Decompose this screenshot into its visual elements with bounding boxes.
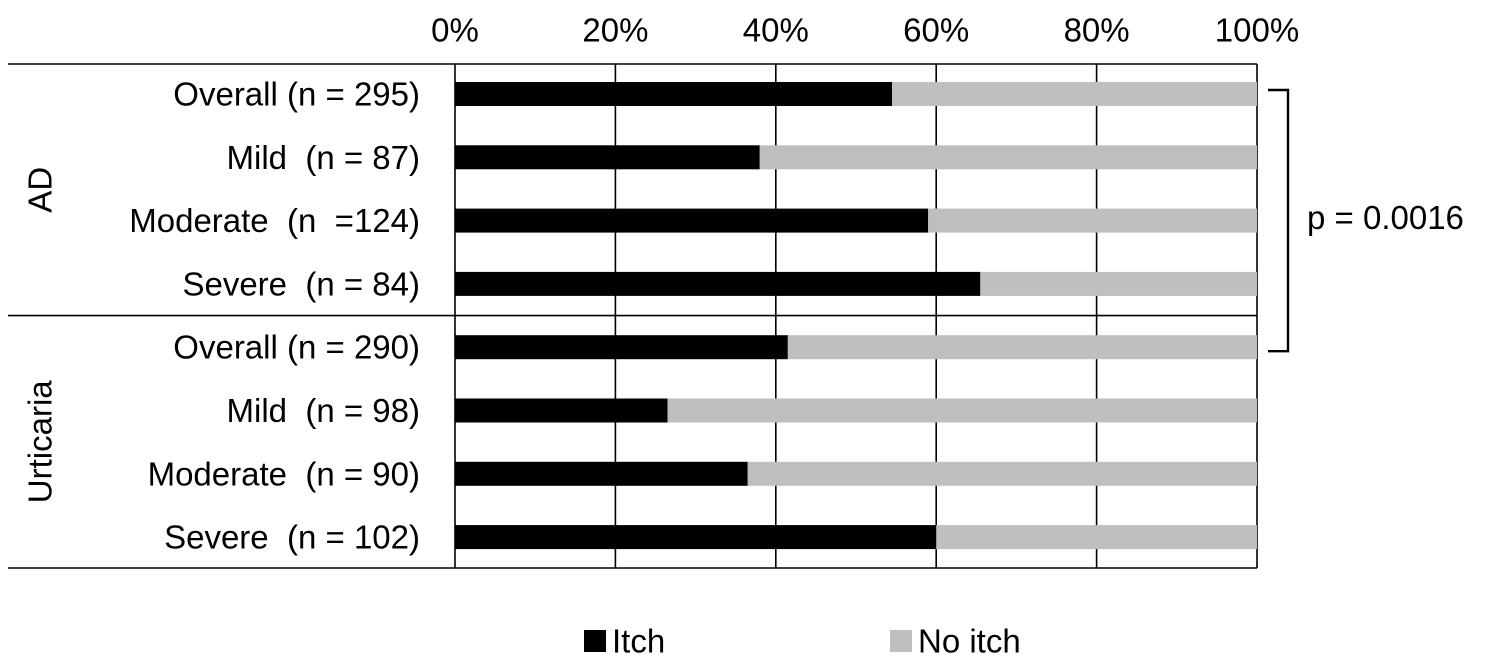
- x-tick-label: 60%: [903, 12, 969, 49]
- category-labels: Overall (n = 295) Mild (n = 87) Moderate (…: [129, 76, 420, 556]
- bar-no-itch: [759, 145, 1257, 170]
- x-tick-label: 100%: [1215, 12, 1299, 49]
- category-label: Moderate (n = 90): [148, 455, 420, 492]
- x-tick-label: 20%: [582, 12, 648, 49]
- category-label: Severe (n = 84): [182, 265, 420, 302]
- bar-itch: [455, 335, 788, 360]
- group-label: AD: [22, 167, 59, 213]
- bar-no-itch: [928, 208, 1257, 233]
- category-label: Severe (n = 102): [164, 519, 420, 556]
- category-label: Overall (n = 290): [173, 329, 420, 366]
- p-value-label: p = 0.0016: [1307, 199, 1464, 236]
- p-value-annotation: p = 0.0016: [1268, 88, 1464, 353]
- bar-no-itch: [980, 271, 1257, 296]
- bar-itch: [455, 145, 760, 170]
- bar-itch: [455, 525, 937, 550]
- x-tick-labels: 0% 20% 40% 60% 80% 100%: [431, 12, 1299, 49]
- bar-itch: [455, 461, 748, 486]
- category-label: Overall (n = 295): [173, 76, 420, 113]
- bar-no-itch: [667, 398, 1257, 423]
- x-tick-label: 40%: [743, 12, 809, 49]
- category-label: Moderate (n =124): [129, 202, 420, 239]
- bar-itch: [455, 271, 981, 296]
- bar-itch: [455, 398, 668, 423]
- bar-no-itch: [936, 525, 1257, 550]
- legend: Itch No itch: [584, 623, 1021, 660]
- bar-no-itch: [892, 82, 1257, 106]
- group-labels: AD Urticaria: [22, 167, 59, 503]
- bar-no-itch: [787, 335, 1257, 360]
- x-tick-label: 0%: [431, 12, 479, 49]
- bar-itch: [455, 208, 929, 233]
- legend-label: Itch: [612, 623, 665, 660]
- bars-layer: [455, 82, 1257, 550]
- x-tick-label: 80%: [1064, 12, 1130, 49]
- bar-itch: [455, 82, 893, 106]
- category-label: Mild (n = 98): [227, 392, 421, 429]
- legend-swatch: [584, 630, 606, 652]
- legend-label: No itch: [918, 623, 1021, 660]
- bar-no-itch: [747, 461, 1257, 486]
- group-label: Urticaria: [22, 380, 59, 503]
- legend-swatch: [890, 630, 912, 652]
- significance-bracket: [1268, 88, 1290, 353]
- frame-layer: [8, 63, 1257, 569]
- category-label: Mild (n = 87): [227, 139, 421, 176]
